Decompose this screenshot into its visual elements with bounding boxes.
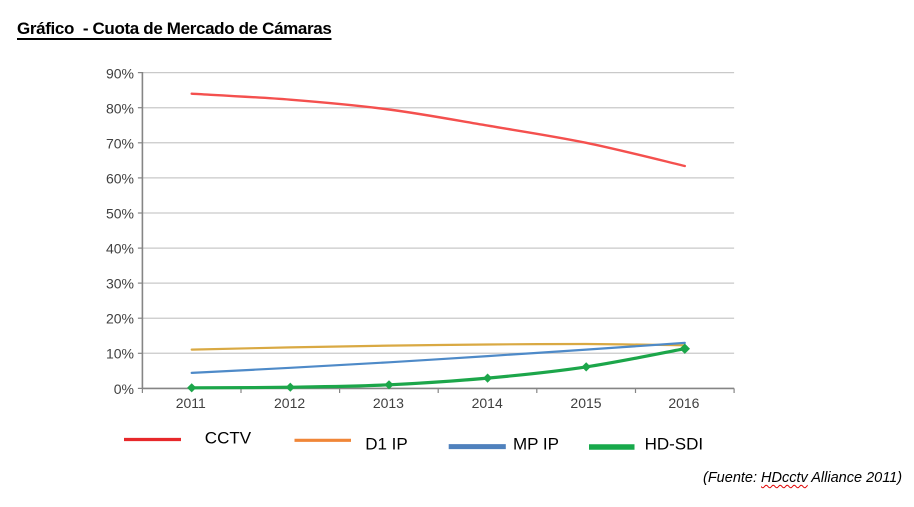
svg-text:2011: 2011: [176, 395, 206, 411]
svg-text:10%: 10%: [106, 345, 134, 361]
svg-text:20%: 20%: [106, 310, 134, 326]
svg-text:2015: 2015: [570, 395, 601, 411]
svg-text:30%: 30%: [106, 275, 134, 291]
svg-text:2014: 2014: [472, 395, 503, 411]
svg-text:2013: 2013: [373, 395, 404, 411]
svg-text:MP IP: MP IP: [513, 434, 559, 453]
svg-text:0%: 0%: [114, 381, 134, 397]
svg-text:60%: 60%: [106, 170, 134, 186]
svg-text:HD-SDI: HD-SDI: [645, 434, 704, 453]
svg-text:80%: 80%: [106, 100, 134, 116]
svg-text:D1 IP: D1 IP: [365, 434, 408, 453]
svg-text:40%: 40%: [106, 240, 134, 256]
svg-text:2016: 2016: [668, 395, 699, 411]
svg-text:2012: 2012: [274, 395, 305, 411]
svg-text:50%: 50%: [106, 205, 134, 221]
svg-text:70%: 70%: [106, 135, 134, 151]
svg-text:CCTV: CCTV: [205, 429, 252, 448]
svg-text:90%: 90%: [106, 65, 134, 81]
